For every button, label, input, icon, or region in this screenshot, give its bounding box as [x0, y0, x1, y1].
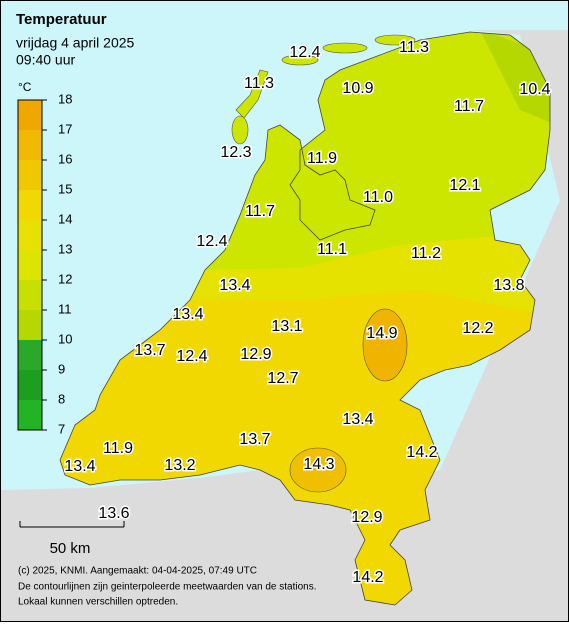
- colorbar: 7 8 9 10 11 12 13 14 15 16 17 18: [17, 91, 72, 436]
- station-value: 14.9: [366, 325, 397, 342]
- station-value: 12.2: [462, 320, 493, 337]
- station-value: 11.3: [244, 75, 274, 92]
- station-value: 13.4: [64, 458, 95, 475]
- colorbar-segment: [18, 340, 42, 370]
- station-value: 12.4: [289, 44, 320, 61]
- border: [59, 31, 551, 606]
- footer-line: Lokaal kunnen verschillen optreden.: [18, 597, 178, 608]
- station-value: 12.4: [176, 348, 207, 365]
- time: 09:40 uur: [16, 52, 75, 68]
- colorbar-segment: [18, 160, 42, 190]
- station-value: 11.9: [307, 150, 337, 167]
- station-value: 11.1: [317, 241, 347, 258]
- station-value: 13.6: [98, 505, 129, 522]
- colorbar-label: 10: [58, 331, 72, 346]
- neighbouring-land: [0, 30, 569, 622]
- scale-label: 50 km: [50, 540, 91, 557]
- station-value: 11.7: [454, 98, 484, 115]
- station-value: 12.9: [240, 346, 271, 363]
- station-value: 12.3: [220, 144, 251, 161]
- station-value: 13.7: [134, 342, 165, 359]
- colorbar-segment: [18, 100, 42, 130]
- station-value: 11.9: [103, 440, 133, 457]
- colorbar-label: 9: [58, 361, 65, 376]
- date: vrijdag 4 april 2025: [16, 35, 135, 51]
- footer-line: (c) 2025, KNMI. Aangemaakt: 04-04-2025, …: [18, 566, 257, 577]
- colorbar-label: 8: [58, 391, 65, 406]
- station-value: 13.4: [172, 306, 203, 323]
- station-value: 13.7: [239, 431, 270, 448]
- colorbar-label: 13: [58, 241, 72, 256]
- colorbar-label: 14: [58, 211, 72, 226]
- colorbar-segment: [18, 370, 42, 400]
- colorbar-segment: [18, 310, 42, 340]
- colorbar-segment: [18, 130, 42, 160]
- station-value: 14.3: [303, 456, 334, 473]
- colorbar-label: 16: [58, 151, 72, 166]
- station-value: 13.1: [271, 318, 302, 335]
- unit: °C: [18, 80, 32, 94]
- station-value: 10.4: [519, 81, 550, 98]
- colorbar-label: 15: [58, 181, 72, 196]
- colorbar-label: 7: [58, 421, 65, 436]
- station-value: 12.7: [267, 370, 298, 387]
- station-labels: 12.4 11.3 11.3 10.9 10.4 11.7 12.3 11.9 12.1 11.0…: [63, 38, 552, 588]
- station-value: 14.2: [406, 444, 437, 461]
- station-value: 11.7: [245, 203, 275, 220]
- colorbar-segment: [18, 280, 42, 310]
- station-value: 13.8: [493, 277, 524, 294]
- colorbar-label: 12: [58, 271, 72, 286]
- colorbar-segment: [18, 220, 42, 250]
- station-value: 11.2: [411, 245, 441, 262]
- colorbar-label: 17: [58, 121, 72, 136]
- station-value: 12.4: [196, 233, 227, 250]
- colorbar-label: 18: [58, 91, 72, 106]
- colorbar-segment: [18, 400, 42, 430]
- station-value: 13.2: [164, 457, 195, 474]
- station-value: 13.4: [342, 411, 373, 428]
- islands: [231, 34, 416, 145]
- station-value: 11.3: [399, 39, 429, 56]
- title: Temperatuur: [16, 11, 107, 28]
- station-value: 10.9: [342, 80, 373, 97]
- colorbar-label: 11: [58, 301, 72, 316]
- colorbar-segment: [18, 190, 42, 220]
- colorbar-frame: [17, 99, 43, 431]
- station-value: 12.9: [351, 509, 382, 526]
- station-value: 13.4: [219, 277, 250, 294]
- colorbar-segment: [18, 250, 42, 280]
- station-value: 11.0: [363, 189, 393, 206]
- station-value: 12.1: [449, 177, 480, 194]
- station-value: 14.2: [352, 569, 383, 586]
- footer-line: De contourlijnen zijn geinterpoleerde me…: [18, 582, 317, 593]
